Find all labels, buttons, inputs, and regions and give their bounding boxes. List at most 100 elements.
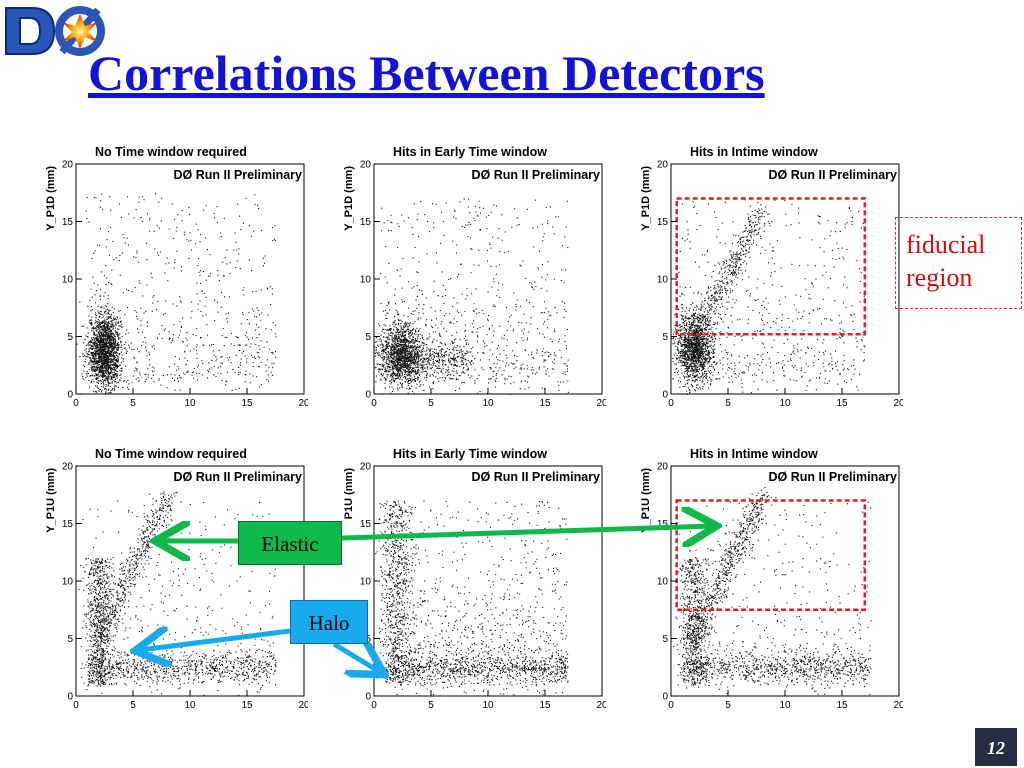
data-point <box>112 326 114 328</box>
data-point <box>392 353 394 355</box>
data-point <box>423 304 425 306</box>
data-point <box>398 375 400 377</box>
data-point <box>692 357 694 359</box>
data-point <box>462 362 464 364</box>
data-point <box>91 374 93 376</box>
data-point <box>429 350 431 352</box>
data-point <box>102 353 104 355</box>
data-point <box>435 331 437 333</box>
data-point <box>93 196 95 198</box>
data-point <box>432 351 434 353</box>
data-point <box>426 347 428 349</box>
data-point <box>89 357 91 359</box>
data-point <box>486 334 488 336</box>
data-point <box>100 326 102 328</box>
data-point <box>108 331 110 333</box>
data-point <box>396 338 398 340</box>
data-point <box>680 328 682 330</box>
data-point <box>462 371 464 373</box>
data-point <box>97 339 99 341</box>
data-point <box>110 315 112 317</box>
data-point <box>179 389 181 391</box>
data-point <box>90 342 92 344</box>
data-point <box>385 369 387 371</box>
data-point <box>385 370 387 372</box>
data-point <box>242 311 244 313</box>
data-point <box>393 354 395 356</box>
data-point <box>248 225 250 227</box>
data-point <box>200 282 202 284</box>
data-point <box>103 328 105 330</box>
data-point <box>538 268 540 270</box>
data-point <box>119 346 121 348</box>
data-point <box>90 364 92 366</box>
data-point <box>549 206 551 208</box>
data-point <box>558 389 560 391</box>
data-point <box>391 365 393 367</box>
data-point <box>403 331 405 333</box>
data-point <box>196 357 198 359</box>
data-point <box>415 378 417 380</box>
data-point <box>92 357 94 359</box>
data-point <box>256 316 258 318</box>
data-point <box>420 359 422 361</box>
data-point <box>476 340 478 342</box>
data-point <box>95 373 97 375</box>
data-point <box>536 226 538 228</box>
data-point <box>171 377 173 379</box>
data-point <box>93 252 95 254</box>
data-point <box>392 368 394 370</box>
data-point <box>100 200 102 202</box>
data-point <box>100 356 102 358</box>
data-point <box>114 367 116 369</box>
data-point <box>461 382 463 384</box>
data-point <box>394 324 396 326</box>
data-point <box>421 353 423 355</box>
data-point <box>117 386 119 388</box>
data-point <box>91 319 93 321</box>
data-point <box>421 365 423 367</box>
data-point <box>403 367 405 369</box>
data-point <box>95 362 97 364</box>
data-point <box>539 332 541 334</box>
data-point <box>110 332 112 334</box>
data-point <box>108 367 110 369</box>
y-axis-label: Y_P1D (mm) <box>343 166 355 231</box>
data-point <box>402 355 404 357</box>
data-point <box>387 366 389 368</box>
data-point <box>401 331 403 333</box>
data-point <box>101 322 103 324</box>
data-point <box>269 286 271 288</box>
data-point <box>403 355 405 357</box>
data-point <box>524 350 526 352</box>
data-point <box>421 366 423 368</box>
data-point <box>537 328 539 330</box>
data-point <box>432 383 434 385</box>
data-point <box>428 358 430 360</box>
data-point <box>405 360 407 362</box>
data-point <box>396 368 398 370</box>
data-point <box>230 332 232 334</box>
data-point <box>490 211 492 213</box>
data-point <box>395 332 397 334</box>
data-point <box>405 376 407 378</box>
data-point <box>258 345 260 347</box>
data-point <box>94 339 96 341</box>
data-point <box>95 353 97 355</box>
data-point <box>104 305 106 307</box>
data-point <box>208 362 210 364</box>
data-point <box>426 353 428 355</box>
data-point <box>403 361 405 363</box>
data-point <box>453 355 455 357</box>
data-point <box>115 353 117 355</box>
data-point <box>457 350 459 352</box>
data-point <box>261 312 263 314</box>
data-point <box>465 335 467 337</box>
data-point <box>379 369 381 371</box>
data-point <box>395 343 397 345</box>
data-point <box>225 313 227 315</box>
data-point <box>408 336 410 338</box>
data-point <box>454 210 456 212</box>
data-point <box>532 356 534 358</box>
data-point <box>518 224 520 226</box>
